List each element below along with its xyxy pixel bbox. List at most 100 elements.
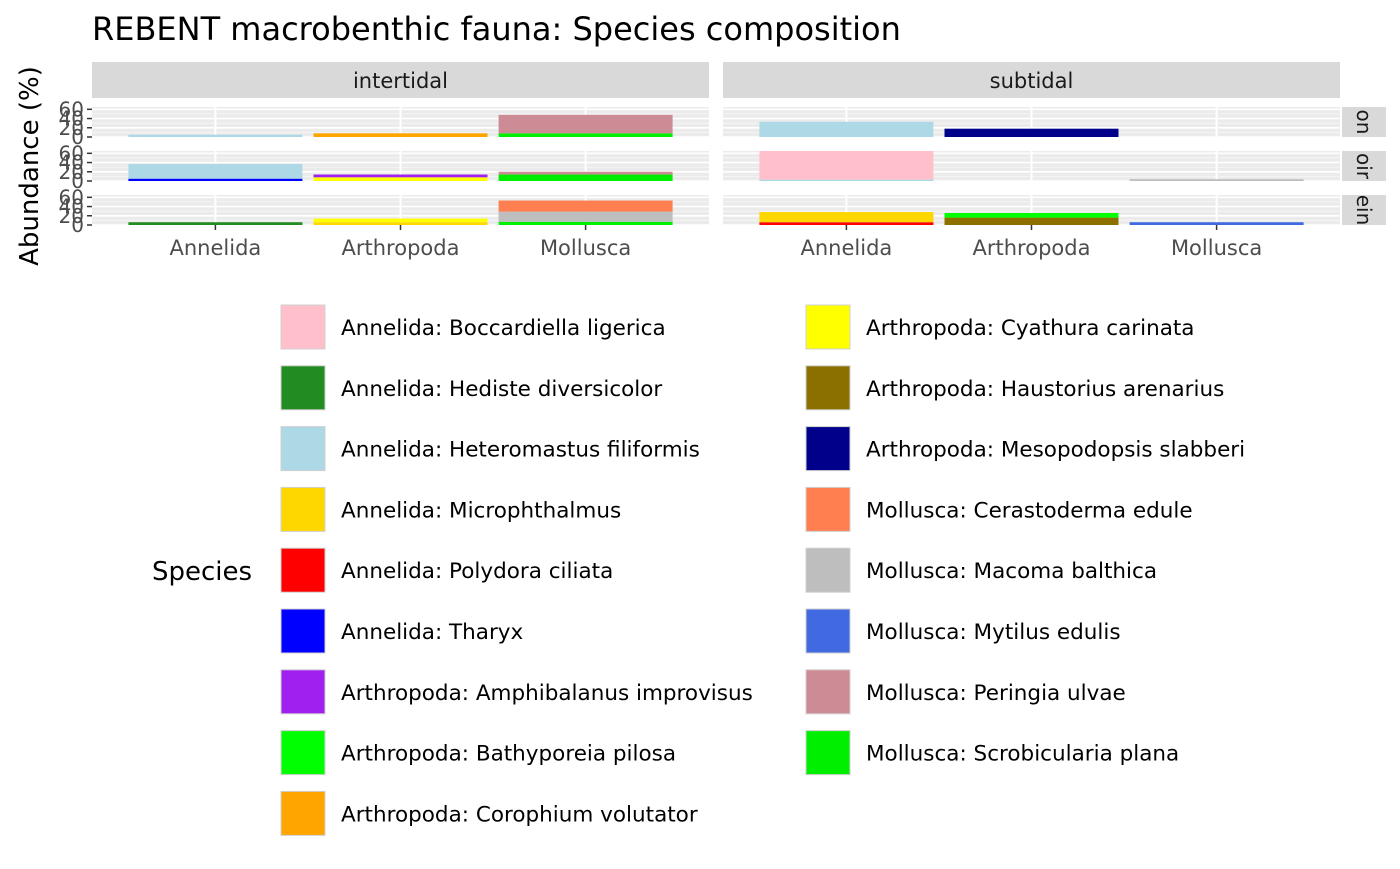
bar-segment (759, 222, 934, 225)
y-tick-label: 40 (59, 107, 84, 131)
legend-label: Mollusca: Scrobicularia plana (866, 742, 1179, 767)
bar-segment (944, 128, 1119, 137)
row-strip-on (1342, 107, 1386, 137)
bar-segment (313, 218, 488, 223)
legend-label: Arthropoda: Amphibalanus improvisus (341, 681, 753, 706)
legend-label: Annelida: Hediste diversicolor (341, 377, 662, 402)
legend-label: Annelida: Polydora ciliata (341, 559, 613, 584)
legend-swatch (805, 426, 851, 472)
bar-segment (498, 174, 673, 181)
bar-segment (498, 133, 673, 137)
row-strip-label: on (1352, 110, 1376, 135)
bar-segment (759, 151, 934, 180)
legend-item: Annelida: Polydora ciliata (280, 547, 613, 593)
bar-segment (498, 200, 673, 212)
x-tick-label: Mollusca (540, 236, 631, 260)
y-tick-label: 0 (71, 125, 84, 149)
facet-strip-label: intertidal (353, 69, 448, 93)
legend-item: Arthropoda: Corophium volutator (280, 790, 698, 836)
legend-label: Arthropoda: Mesopodopsis slabberi (866, 438, 1245, 463)
legend-item: Arthropoda: Cyathura carinata (805, 304, 1194, 350)
y-tick-label: 60 (59, 97, 84, 121)
y-tick-label: 60 (59, 141, 84, 165)
legend-item: Annelida: Microphthalmus (280, 486, 621, 532)
bar-segment (759, 179, 934, 181)
legend-item: Annelida: Hediste diversicolor (280, 365, 662, 411)
legend-item: Arthropoda: Haustorius arenarius (805, 365, 1224, 411)
panel-intertidal-on (92, 107, 709, 138)
row-strip-label: ein (1352, 195, 1376, 226)
y-tick-label: 20 (59, 160, 84, 184)
panels-layer: intertidal subtidalonoirein02040600204060… (59, 62, 1386, 260)
legend-swatch (805, 669, 851, 715)
bar-segment (313, 174, 488, 178)
legend-swatch (805, 365, 851, 411)
bar-segment (313, 133, 488, 137)
legend-item: Arthropoda: Amphibalanus improvisus (280, 669, 753, 715)
legend-swatch (280, 608, 326, 654)
y-tick-label: 40 (59, 151, 84, 175)
panel-intertidal-ein (92, 195, 709, 226)
bar-segment (498, 171, 673, 175)
row-strip-oir (1342, 151, 1386, 181)
legend-swatch (280, 304, 326, 350)
x-tick-label: Mollusca (1171, 236, 1262, 260)
legend-label: Arthropoda: Cyathura carinata (866, 316, 1194, 341)
bar-segment (128, 163, 303, 179)
legend-title: Species (152, 557, 252, 587)
row-strip-label: oir (1352, 153, 1376, 180)
legend-item: Mollusca: Peringia ulvae (805, 669, 1126, 715)
bar-segment (498, 114, 673, 134)
bar-segment (759, 121, 934, 137)
bar-segment (313, 222, 488, 225)
legend-label: Mollusca: Mytilus edulis (866, 620, 1121, 645)
legend-swatch (280, 486, 326, 532)
legend-label: Mollusca: Macoma balthica (866, 559, 1157, 584)
bar-segment (313, 177, 488, 181)
x-tick-label: Annelida (801, 236, 893, 260)
legend-label: Arthropoda: Bathyporeia pilosa (341, 742, 676, 767)
bar-segment (759, 212, 934, 223)
legend-swatch (805, 304, 851, 350)
x-tick-label: Arthropoda (342, 236, 460, 260)
legend-item: Mollusca: Mytilus edulis (805, 608, 1121, 654)
legend-label: Annelida: Boccardiella ligerica (341, 316, 666, 341)
bar-segment (944, 213, 1119, 218)
legend-label: Arthropoda: Haustorius arenarius (866, 377, 1224, 402)
legend-swatch (805, 547, 851, 593)
legend-swatch (280, 365, 326, 411)
facet-strip-subtidal (723, 62, 1340, 98)
bar-segment (1129, 222, 1304, 225)
legend-item: Arthropoda: Mesopodopsis slabberi (805, 426, 1245, 472)
panel-intertidal-oir (92, 151, 709, 182)
legend-item: Arthropoda: Bathyporeia pilosa (280, 730, 676, 776)
bar-segment (128, 222, 303, 225)
bar-segment (498, 211, 673, 222)
bar-segment (1129, 179, 1304, 181)
panel-subtidal-on (723, 107, 1340, 138)
legend-label: Annelida: Tharyx (341, 620, 524, 645)
legend-item: Mollusca: Cerastoderma edule (805, 486, 1193, 532)
legend-item: Mollusca: Macoma balthica (805, 547, 1157, 593)
legend: Annelida: Boccardiella ligerica Annelida:… (280, 304, 1245, 836)
legend-label: Mollusca: Peringia ulvae (866, 681, 1126, 706)
facet-strip-label: subtidal (990, 69, 1074, 93)
legend-item: Mollusca: Scrobicularia plana (805, 730, 1179, 776)
bar-segment (944, 217, 1119, 225)
y-tick-label: 0 (71, 213, 84, 237)
legend-label: Arthropoda: Corophium volutator (341, 802, 698, 827)
bar-segment (498, 221, 673, 225)
legend-swatch (280, 669, 326, 715)
legend-swatch (280, 790, 326, 836)
bar-segment (128, 178, 303, 181)
panel-subtidal-oir (723, 151, 1340, 182)
legend-swatch (805, 730, 851, 776)
panel-subtidal-ein (723, 195, 1340, 226)
legend-label: Annelida: Heteromastus filiformis (341, 438, 700, 463)
row-strip-ein (1342, 195, 1386, 225)
legend-swatch (805, 608, 851, 654)
y-tick-label: 0 (71, 169, 84, 193)
legend-item: Annelida: Tharyx (280, 608, 524, 654)
legend-item: Annelida: Boccardiella ligerica (280, 304, 666, 350)
